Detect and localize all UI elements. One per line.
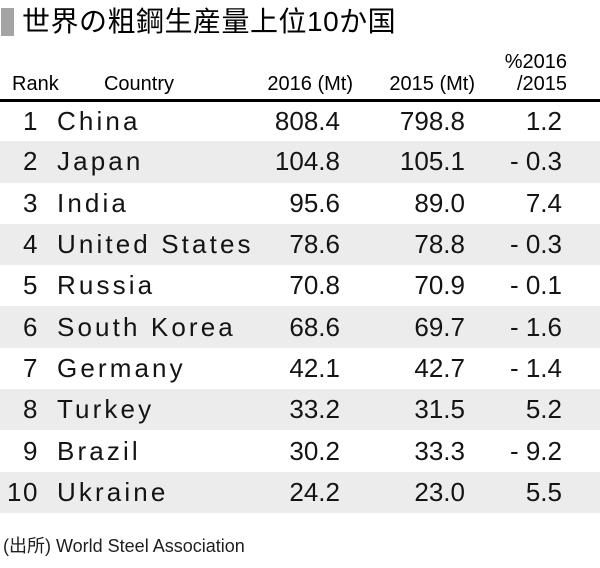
percent-change-cell: 5.2 (525, 394, 562, 425)
country-cell: Russia (57, 270, 156, 301)
production-2016-cell: 95.6 (289, 187, 340, 218)
production-2015-cell: 70.9 (414, 270, 465, 301)
row-spacer (567, 100, 600, 141)
header-percent-change: %2016 /2015 (475, 37, 567, 102)
table-header: Rank Country 2016 (Mt) 2015 (Mt) %2016 /… (0, 37, 600, 102)
rank-cell: 6 (22, 311, 39, 342)
production-2016-cell: 24.2 (289, 476, 340, 507)
table-body: 1 China 808.4 798.8 1.2 2 Japan 104.8 10… (0, 100, 600, 513)
row-spacer (567, 389, 600, 430)
country-cell: Germany (57, 352, 186, 383)
table-row: 3 India 95.6 89.0 7.4 (0, 183, 600, 224)
row-spacer (567, 348, 600, 389)
percent-change-cell: - 1.6 (509, 311, 562, 342)
header-percent-line1: %2016 (504, 50, 567, 73)
row-spacer (567, 430, 600, 471)
source-note: (出所) World Steel Association (3, 535, 245, 556)
table-row: 4 United States 78.6 78.8 - 0.3 (0, 223, 600, 266)
percent-change-cell: - 0.1 (509, 270, 562, 301)
percent-change-cell: - 9.2 (509, 435, 562, 466)
percent-change-cell: 7.4 (525, 187, 562, 218)
row-spacer (567, 472, 600, 513)
row-spacer (567, 265, 600, 306)
table-row: 10 Ukraine 24.2 23.0 5.5 (0, 471, 600, 513)
country-cell: South Korea (57, 311, 236, 342)
row-spacer (567, 224, 600, 265)
rank-cell: 5 (22, 270, 39, 301)
production-2016-cell: 104.8 (274, 146, 340, 177)
rank-cell: 1 (22, 105, 39, 136)
rank-cell: 3 (22, 187, 39, 218)
country-cell: Turkey (57, 394, 155, 425)
steel-production-table: Rank Country 2016 (Mt) 2015 (Mt) %2016 /… (0, 37, 600, 513)
production-2015-cell: 89.0 (414, 187, 465, 218)
table-row: 9 Brazil 30.2 33.3 - 9.2 (0, 430, 600, 471)
rank-cell: 9 (22, 435, 39, 466)
rank-cell: 2 (22, 146, 39, 177)
table-row: 1 China 808.4 798.8 1.2 (0, 100, 600, 141)
production-2016-cell: 42.1 (289, 352, 340, 383)
country-cell: Brazil (57, 435, 141, 466)
rank-cell: 8 (22, 394, 39, 425)
table-row: 6 South Korea 68.6 69.7 - 1.6 (0, 306, 600, 348)
percent-change-cell: - 1.4 (509, 352, 562, 383)
country-cell: Japan (57, 146, 144, 177)
header-percent-line2: /2015 (516, 72, 567, 95)
country-cell: India (57, 187, 129, 218)
production-2016-cell: 70.8 (289, 270, 340, 301)
production-2015-cell: 105.1 (399, 146, 465, 177)
percent-change-cell: 5.5 (525, 476, 562, 507)
production-2016-cell: 30.2 (289, 435, 340, 466)
table-row: 2 Japan 104.8 105.1 - 0.3 (0, 141, 600, 183)
production-2015-cell: 78.8 (414, 229, 465, 260)
header-spacer (567, 37, 600, 102)
rank-cell: 10 (6, 476, 39, 507)
header-row: Rank Country 2016 (Mt) 2015 (Mt) %2016 /… (0, 37, 600, 102)
production-2015-cell: 23.0 (414, 476, 465, 507)
rank-cell: 4 (22, 229, 39, 260)
production-2016-cell: 78.6 (289, 229, 340, 260)
table-row: 7 Germany 42.1 42.7 - 1.4 (0, 348, 600, 389)
production-2015-cell: 798.8 (399, 105, 465, 136)
figure-title: 世界の粗鋼生産量上位10か国 (22, 6, 397, 37)
header-2016-mt: 2016 (Mt) (238, 37, 353, 102)
country-cell: China (57, 105, 141, 136)
production-2016-cell: 33.2 (289, 394, 340, 425)
table-row: 5 Russia 70.8 70.9 - 0.1 (0, 265, 600, 306)
header-2015-mt: 2015 (Mt) (353, 37, 475, 102)
header-country: Country (40, 37, 238, 102)
country-cell: United States (57, 229, 254, 260)
production-2015-cell: 42.7 (414, 352, 465, 383)
figure-title-row: 世界の粗鋼生産量上位10か国 (1, 7, 600, 37)
production-2016-cell: 808.4 (274, 105, 340, 136)
rank-cell: 7 (22, 352, 39, 383)
row-spacer (567, 306, 600, 347)
row-spacer (567, 141, 600, 182)
table-row: 8 Turkey 33.2 31.5 5.2 (0, 389, 600, 431)
percent-change-cell: - 0.3 (509, 229, 562, 260)
header-rank: Rank (0, 37, 59, 102)
row-spacer (567, 183, 600, 224)
production-2015-cell: 31.5 (414, 394, 465, 425)
country-cell: Ukraine (57, 476, 169, 507)
percent-change-cell: - 0.3 (509, 146, 562, 177)
percent-change-cell: 1.2 (525, 105, 562, 136)
production-2015-cell: 33.3 (414, 435, 465, 466)
production-2016-cell: 68.6 (289, 311, 340, 342)
title-bullet-square (1, 8, 14, 36)
production-2015-cell: 69.7 (414, 311, 465, 342)
